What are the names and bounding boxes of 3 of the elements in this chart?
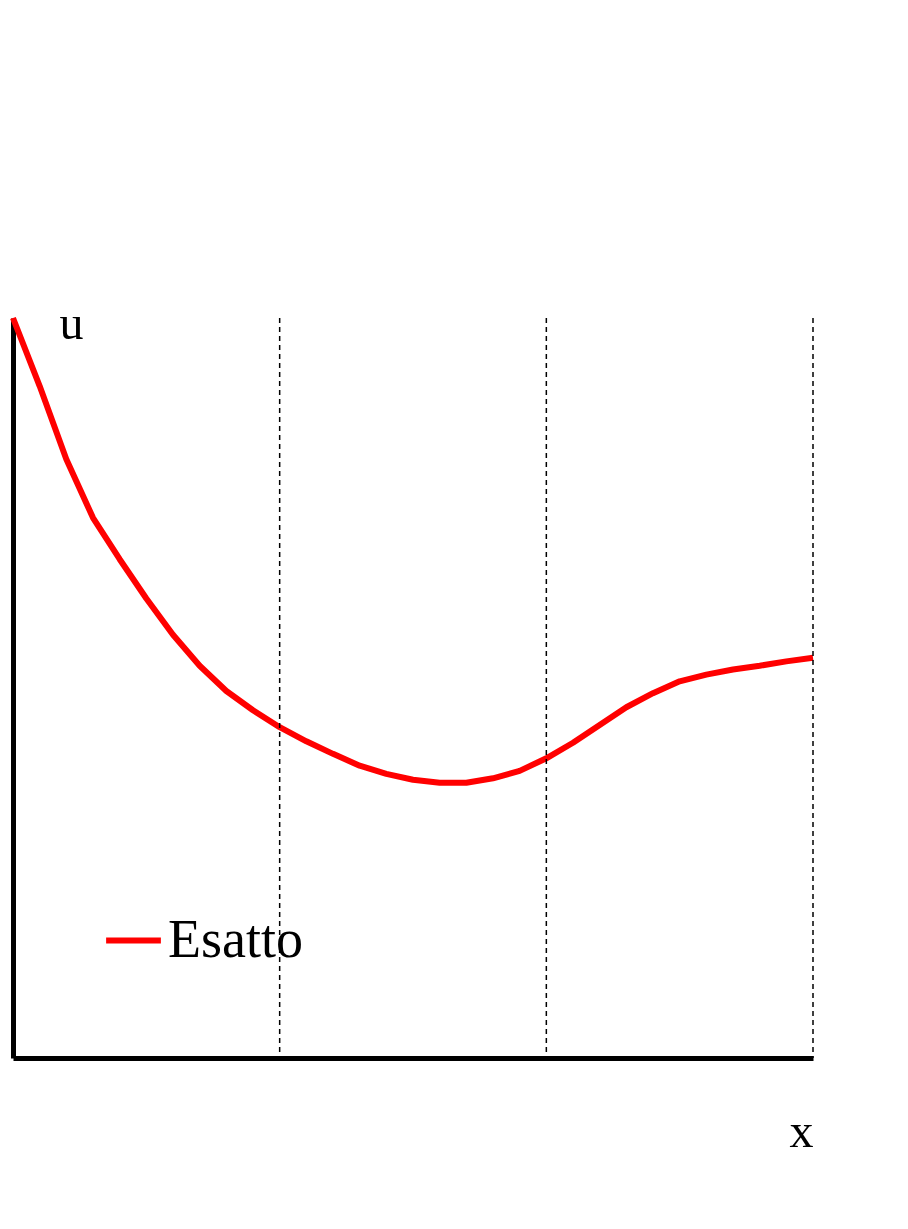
legend-label: Esatto	[168, 908, 303, 969]
x-axis-title: x	[789, 1103, 814, 1157]
y-axis-title: u	[59, 295, 84, 349]
